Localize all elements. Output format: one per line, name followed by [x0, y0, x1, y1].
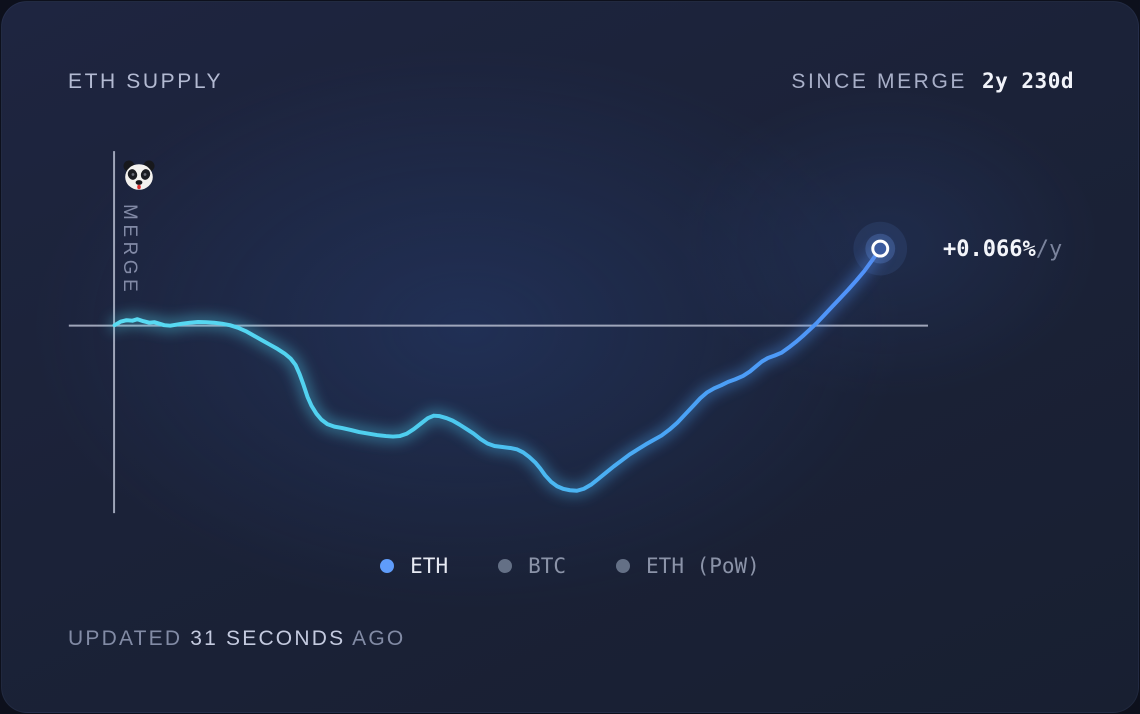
updated-status: UPDATED 31 SECONDS AGO — [68, 627, 405, 651]
updated-prefix: UPDATED — [68, 627, 183, 650]
since-merge-readout: SINCE MERGE 2y 230d — [791, 69, 1074, 94]
merge-axis-label: MERGE — [119, 204, 140, 297]
legend-item-eth-pow[interactable]: ETH (PoW) — [616, 554, 760, 578]
legend-dot — [380, 559, 395, 573]
legend-label: BTC — [528, 554, 567, 578]
legend-item-eth[interactable]: ETH — [380, 554, 448, 578]
since-merge-label: SINCE MERGE — [791, 70, 967, 93]
growth-rate-label: +0.066%/y — [943, 237, 1062, 262]
legend-dot — [616, 559, 631, 573]
legend-label: ETH — [410, 554, 449, 578]
page-title: ETH SUPPLY — [68, 70, 224, 93]
eth-supply-line — [112, 246, 883, 493]
legend-dot — [498, 559, 513, 573]
updated-suffix: AGO — [352, 627, 406, 650]
panda-icon — [123, 160, 155, 190]
eth-supply-line-glow — [110, 244, 885, 496]
growth-rate-unit: /y — [1035, 237, 1063, 262]
growth-rate-value: +0.066% — [943, 237, 1036, 262]
series-legend: ETH BTC ETH (PoW) — [2, 554, 1138, 578]
updated-highlight: 31 SECONDS — [190, 627, 346, 650]
endpoint-dot — [871, 239, 890, 258]
legend-label: ETH (PoW) — [646, 554, 760, 578]
legend-item-btc[interactable]: BTC — [498, 554, 566, 578]
since-merge-value: 2y 230d — [981, 69, 1074, 93]
